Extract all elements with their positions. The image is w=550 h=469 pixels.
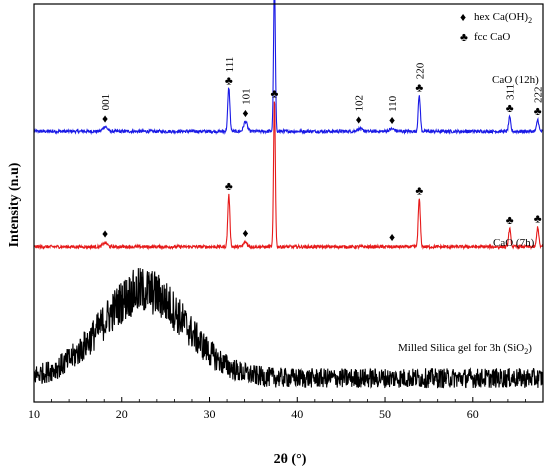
peak-symbol: ♣ [534, 104, 542, 118]
peak-label: 001 [100, 94, 112, 111]
peak-symbol: ♣ [225, 73, 233, 87]
peak-label: 311 [505, 84, 517, 100]
x-tick-label: 40 [291, 407, 303, 421]
peak-symbol: ♣ [506, 101, 514, 115]
x-tick-label: 20 [116, 407, 128, 421]
x-axis-title: 2θ (°) [274, 452, 307, 467]
peak-symbol: ♦ [389, 230, 395, 244]
silica-label-formula: SiO [507, 342, 524, 354]
peak-symbol: ♦ [102, 111, 108, 125]
peak-symbol: ♣ [534, 211, 542, 225]
series-layer [33, 0, 544, 389]
x-tick-label: 60 [467, 407, 479, 421]
legend-label-fcc: fcc CaO [474, 31, 510, 43]
peak-label: 101 [240, 88, 252, 105]
peak-symbol: ♦ [242, 226, 248, 240]
legend-label-hex: hex Ca(OH)2 [474, 11, 532, 25]
peak-symbol: ♣ [506, 213, 514, 227]
peak-label: 111 [224, 57, 236, 73]
x-tick-label: 50 [379, 407, 391, 421]
peak-symbol: ♦ [389, 113, 395, 127]
series-label-7h: CaO (7h) [493, 237, 535, 249]
plot-frame [33, 3, 544, 403]
series-label-silica: Milled Silica gel for 3h (SiO2) [398, 342, 532, 356]
silica-label-subscript: 2 [524, 347, 528, 356]
legend-symbol-diamond: ♦ [460, 10, 466, 24]
x-tick-label: 30 [204, 407, 216, 421]
y-axis-title: Intensity (n.u) [7, 162, 22, 247]
peak-label: 222 [533, 86, 545, 103]
x-tick-label: 10 [28, 407, 40, 421]
peak-symbol: ♣ [415, 80, 423, 94]
legend: ♦ hex Ca(OH)2 ♣ fcc CaO [460, 10, 532, 44]
legend-hex-subscript: 2 [528, 16, 532, 25]
silica-label-main: Milled Silica gel for 3h [398, 342, 501, 354]
peak-symbol: ♣ [271, 87, 279, 101]
series-line-1 [33, 101, 544, 251]
axis-layer: 10 20 30 40 50 60 [28, 3, 544, 421]
series-label-12h: CaO (12h) [492, 74, 539, 86]
peak-symbol: ♣ [225, 179, 233, 193]
legend-symbol-club: ♣ [460, 30, 468, 44]
peak-symbol: ♦ [102, 227, 108, 241]
peak-symbol: ♦ [356, 113, 362, 127]
peak-label: 110 [387, 95, 399, 112]
peak-label: 102 [354, 95, 366, 112]
peak-symbol: ♣ [415, 184, 423, 198]
legend-hex-text: hex Ca(OH) [474, 11, 528, 23]
peak-symbol: ♦ [242, 106, 248, 120]
annotation-layer: ♦001♣111♦101♣200♦102♦110♣220♣311♣222♦♣♦♣… [100, 57, 545, 244]
series-line-2 [33, 268, 544, 389]
series-line-0 [33, 0, 544, 136]
peak-label: 220 [414, 62, 426, 79]
